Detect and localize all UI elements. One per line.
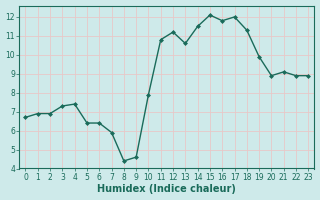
X-axis label: Humidex (Indice chaleur): Humidex (Indice chaleur) — [98, 184, 236, 194]
